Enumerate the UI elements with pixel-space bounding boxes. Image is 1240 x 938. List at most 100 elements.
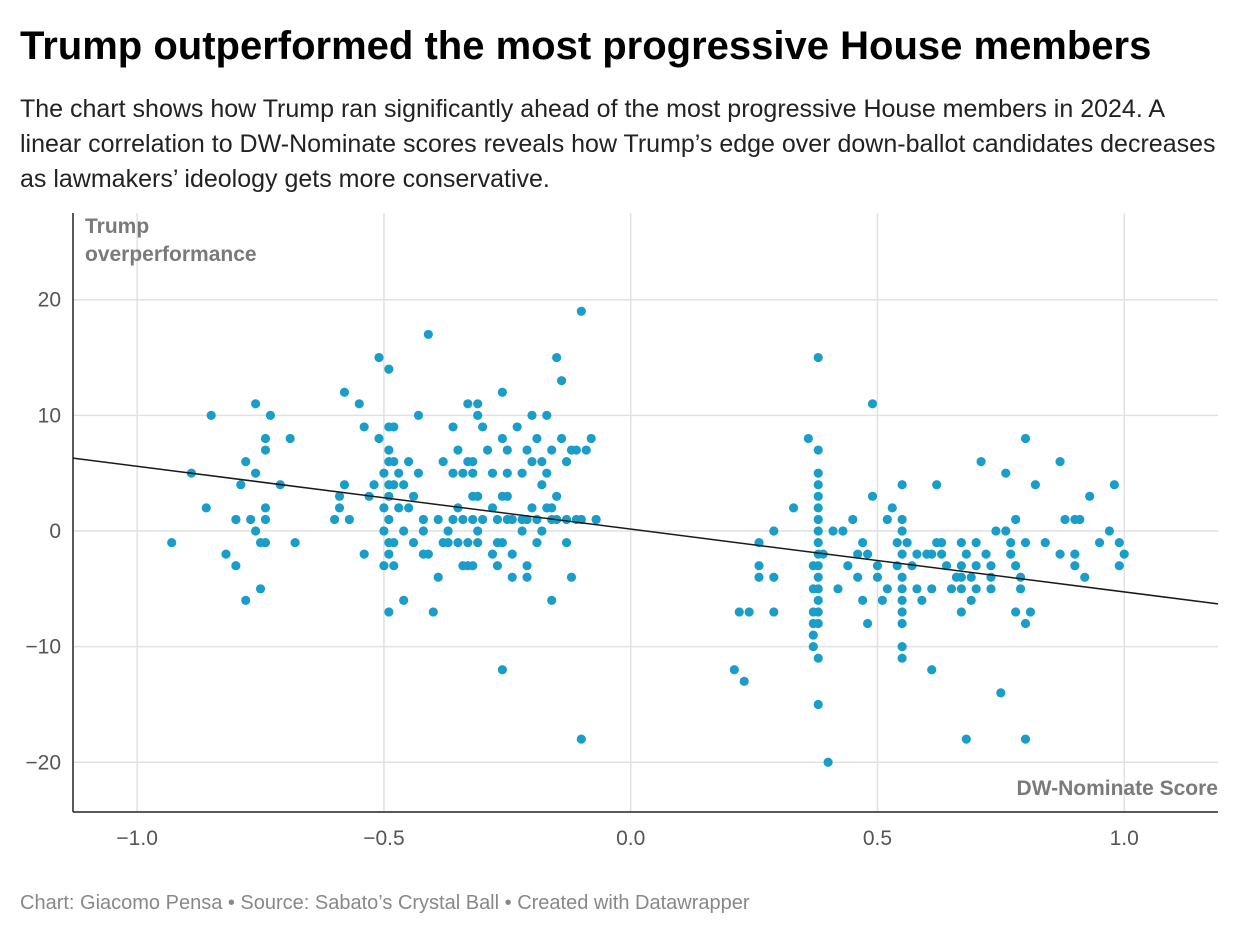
- data-point: [897, 584, 907, 594]
- data-point: [937, 549, 947, 559]
- data-point: [458, 468, 468, 478]
- data-point: [561, 537, 572, 548]
- data-point: [971, 537, 981, 548]
- data-point: [1070, 561, 1080, 571]
- data-point: [473, 526, 483, 536]
- data-point: [581, 445, 591, 455]
- data-point: [848, 514, 858, 525]
- data-point: [808, 642, 818, 652]
- data-point: [897, 549, 907, 559]
- data-point: [537, 457, 547, 467]
- data-point: [507, 514, 517, 525]
- data-point: [502, 491, 512, 501]
- data-point: [1055, 457, 1065, 467]
- chart-title: Trump outperformed the most progressive …: [20, 24, 1152, 68]
- y-axis-title-line-1: Trump: [85, 215, 149, 238]
- data-point: [956, 584, 966, 594]
- data-point: [448, 422, 458, 432]
- data-point: [473, 399, 483, 409]
- data-point: [591, 514, 601, 525]
- data-point: [260, 537, 271, 548]
- data-point: [413, 410, 424, 420]
- data-point: [1001, 468, 1011, 478]
- x-axis-title: DW-Nominate Score: [1017, 777, 1218, 800]
- scatter-chart: 20 10 0 −10 −20 −1.0 −0.5 0.0 0.5 1.0 Trump overp…: [25, 213, 1219, 850]
- data-point: [512, 422, 522, 432]
- data-point: [487, 468, 498, 478]
- data-point: [813, 480, 823, 490]
- data-point: [971, 561, 981, 571]
- data-point: [897, 526, 907, 536]
- data-point: [384, 514, 394, 525]
- data-point: [897, 514, 907, 525]
- data-point: [532, 433, 542, 444]
- data-point: [902, 537, 912, 548]
- data-point: [858, 595, 868, 605]
- data-point: [961, 734, 971, 744]
- data-point: [1060, 514, 1070, 525]
- data-point: [542, 468, 552, 478]
- data-point: [468, 457, 478, 467]
- data-point: [221, 549, 231, 559]
- data-point: [912, 549, 922, 559]
- data-point: [729, 665, 739, 675]
- data-point: [418, 526, 429, 536]
- data-point: [838, 526, 848, 536]
- x-tick-label: −1.0: [116, 827, 157, 850]
- data-point: [1075, 514, 1085, 525]
- data-point: [478, 422, 488, 432]
- data-point: [1040, 537, 1050, 548]
- data-point: [754, 572, 764, 582]
- data-point: [996, 688, 1006, 698]
- data-point: [897, 572, 907, 582]
- data-point: [502, 445, 512, 455]
- data-point: [408, 537, 419, 548]
- data-point: [1020, 618, 1031, 629]
- data-point: [897, 653, 907, 663]
- data-point: [561, 514, 572, 525]
- data-point: [517, 468, 527, 478]
- data-point: [389, 561, 399, 571]
- data-point: [897, 642, 907, 652]
- data-point: [1114, 561, 1124, 571]
- data-point: [329, 514, 340, 525]
- data-point: [384, 549, 394, 559]
- data-point: [497, 537, 507, 548]
- data-point: [537, 526, 547, 536]
- data-point: [1104, 526, 1115, 536]
- data-point: [255, 584, 266, 594]
- data-point: [576, 514, 586, 525]
- data-point: [872, 572, 883, 582]
- data-point: [453, 445, 463, 455]
- data-point: [927, 584, 937, 594]
- x-tick-label: −0.5: [363, 827, 404, 850]
- data-point: [813, 445, 823, 455]
- data-point: [497, 387, 507, 397]
- data-point: [433, 514, 443, 525]
- y-axis-title-line-2: overperformance: [85, 243, 257, 266]
- data-point: [285, 433, 295, 444]
- data-point: [1006, 549, 1016, 559]
- data-point: [334, 503, 345, 513]
- data-point: [932, 480, 942, 490]
- data-point: [389, 537, 399, 548]
- data-point: [956, 607, 966, 617]
- data-point: [359, 549, 369, 559]
- data-point: [828, 526, 838, 536]
- data-point: [571, 445, 582, 455]
- data-point: [808, 630, 818, 640]
- data-point: [354, 399, 364, 409]
- data-point: [927, 665, 937, 675]
- data-point: [813, 503, 823, 513]
- data-point: [556, 433, 567, 444]
- data-point: [463, 537, 473, 548]
- data-point: [547, 445, 557, 455]
- data-point: [522, 561, 532, 571]
- data-point: [433, 572, 443, 582]
- data-point: [556, 376, 567, 386]
- axis-labels: Trump overperformance DW-Nominate Score: [85, 215, 1218, 800]
- data-point: [887, 503, 897, 513]
- data-point: [769, 607, 779, 617]
- data-point: [1020, 433, 1031, 444]
- data-point: [941, 561, 952, 571]
